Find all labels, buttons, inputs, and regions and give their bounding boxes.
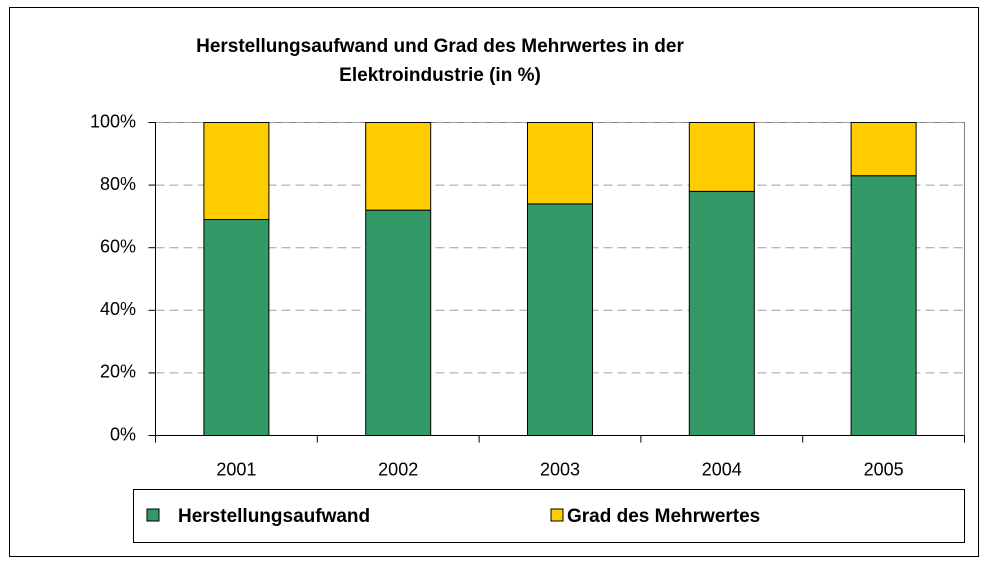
x-tick-label: 2001 [216, 459, 256, 479]
legend-swatch [146, 508, 160, 522]
x-tick-label: 2002 [378, 459, 418, 479]
chart-border [9, 7, 979, 557]
x-tick-label: 2004 [702, 459, 742, 479]
x-tick-label: 2003 [540, 459, 580, 479]
legend-swatch [550, 508, 564, 522]
y-tick-label: 40% [100, 299, 136, 319]
legend-label: Herstellungsaufwand [178, 506, 370, 527]
y-tick-label: 20% [100, 362, 136, 382]
bar-segment [365, 122, 432, 211]
chart-title: Elektroindustrie (in %) [339, 65, 541, 86]
bar-segment [850, 122, 917, 177]
x-tick-label: 2005 [864, 459, 904, 479]
bar-segment [203, 122, 270, 221]
legend-label: Grad des Mehrwertes [567, 506, 760, 527]
bar-segment [365, 209, 432, 436]
bar-segment [527, 203, 593, 436]
y-tick-label: 60% [100, 236, 136, 256]
y-tick-label: 80% [100, 174, 136, 194]
chart-title: Herstellungsaufwand und Grad des Mehrwer… [196, 36, 684, 57]
bar-segment [850, 175, 917, 437]
bar-segment [527, 122, 593, 205]
y-tick-label: 100% [90, 111, 136, 131]
legend-box [133, 489, 965, 543]
y-tick-label: 0% [110, 424, 136, 444]
bar-segment [688, 122, 755, 192]
bar-segment [688, 190, 755, 436]
bar-segment [203, 219, 270, 436]
